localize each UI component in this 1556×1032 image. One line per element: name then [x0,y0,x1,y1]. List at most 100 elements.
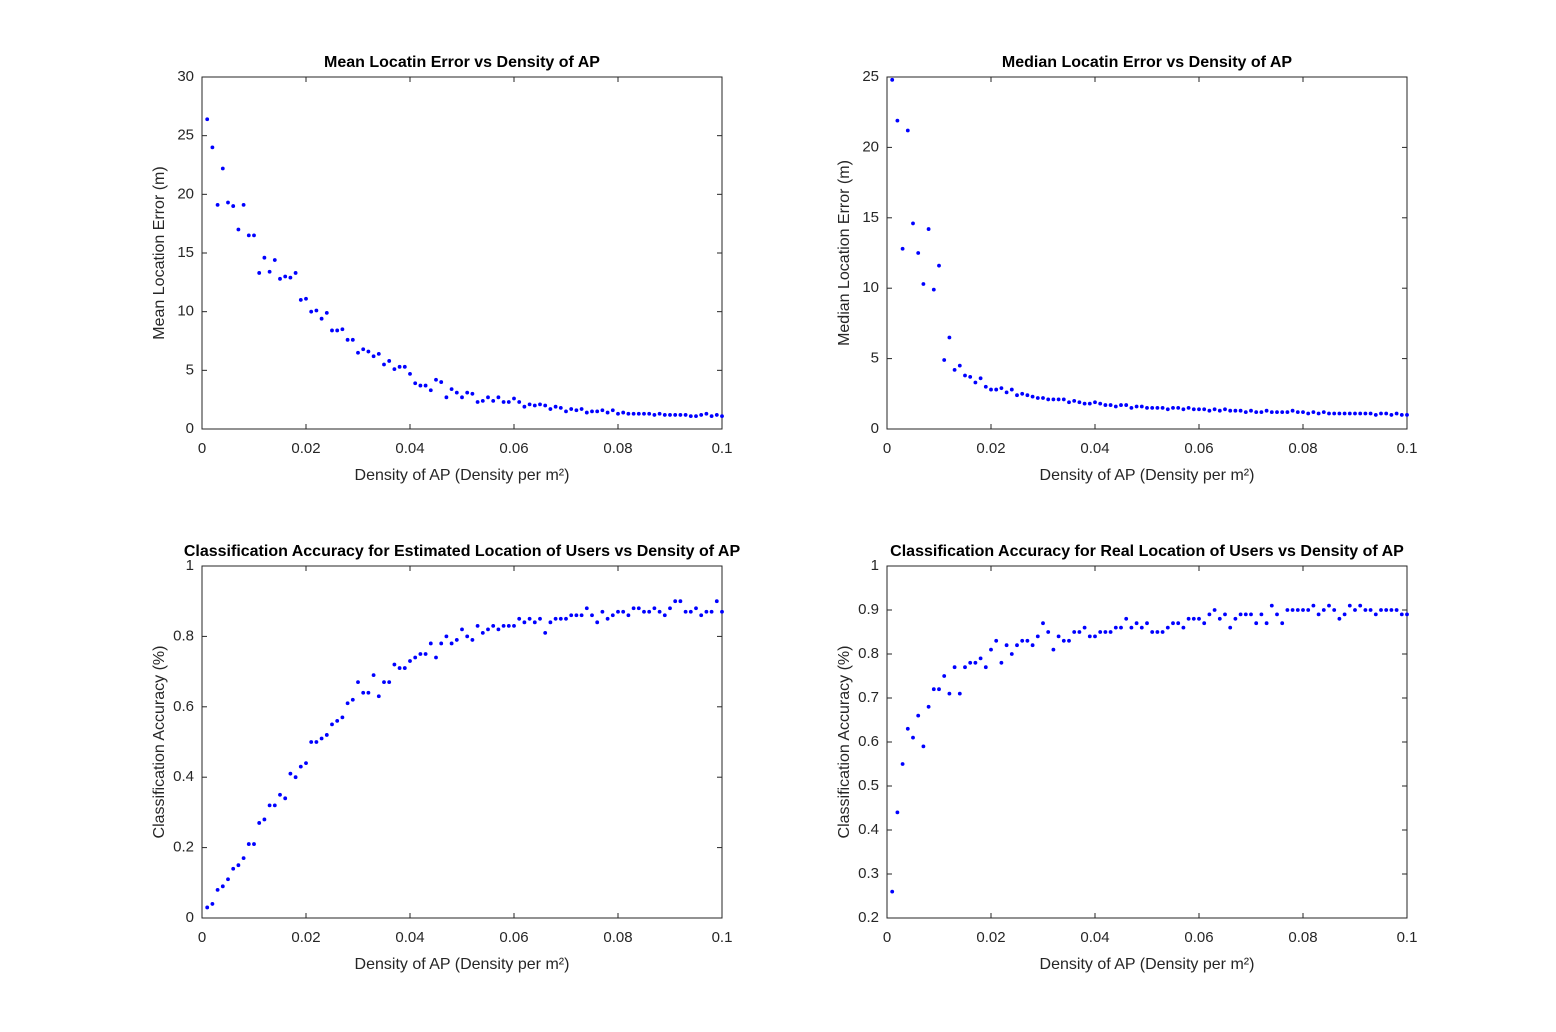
data-point [1056,634,1061,639]
data-point [506,623,511,628]
data-point [335,328,340,333]
data-point [1046,630,1051,634]
data-point [1389,413,1394,417]
data-point [324,310,329,315]
data-point [491,623,496,628]
y-tick-label: 1 [186,557,194,574]
data-point [1004,643,1009,648]
data-point [631,411,636,416]
data-point [1249,612,1253,617]
data-point [709,414,714,418]
data-point [1150,405,1155,410]
x-tick-label: 0.06 [1184,440,1213,457]
data-point [1285,608,1290,612]
data-point [1347,603,1352,608]
data-point [1394,608,1399,612]
data-point [1363,411,1368,416]
y-tick-label: 25 [862,68,879,85]
x-tick-label: 0.02 [976,440,1005,457]
data-point [387,680,392,685]
data-point [963,373,967,378]
data-point [900,762,905,766]
y-tick-label: 0 [871,420,879,437]
data-point [1259,410,1264,415]
data-point [1202,407,1207,412]
data-point [1009,387,1014,392]
data-point [413,381,418,386]
data-point [1160,405,1165,410]
x-tick-label: 0.04 [1080,929,1109,946]
data-point [1056,397,1061,402]
data-point [1113,404,1118,409]
data-point [444,395,449,400]
data-point [402,666,407,670]
data-point [688,414,693,418]
data-point [210,145,215,150]
data-point [968,660,973,665]
data-point [1061,397,1066,402]
data-point [952,367,957,372]
data-point [957,691,962,696]
data-point [668,606,672,611]
data-point [1004,390,1009,395]
data-point [616,609,620,614]
y-tick-label: 0.6 [858,733,879,750]
data-point [1041,396,1045,400]
data-point [1087,401,1092,406]
y-axis-label: Classification Accuracy (%) [836,646,853,839]
data-point [1290,608,1295,612]
y-tick-label: 0.2 [173,839,194,856]
data-point [694,414,698,418]
data-point [905,128,910,133]
data-point [226,877,230,882]
data-point [1321,410,1326,415]
y-tick-label: 25 [177,127,194,144]
data-point [1384,411,1389,416]
x-axis-label: Density of AP (Density per m²) [1040,467,1255,484]
data-point [1358,603,1363,608]
data-point [1337,411,1342,416]
data-point [1072,398,1077,403]
data-point [595,409,600,414]
y-tick-label: 20 [862,138,879,155]
data-point [673,413,678,417]
data-point [905,726,910,731]
data-point [642,609,646,614]
data-point [574,408,579,413]
data-point [994,387,999,392]
data-point [1301,410,1305,415]
data-point [1275,612,1279,617]
data-point [937,263,941,268]
data-point [1384,608,1389,612]
data-point [662,613,667,618]
y-tick-label: 0.2 [858,909,879,926]
data-point [1186,616,1191,621]
x-tick-label: 0.08 [1288,440,1317,457]
data-point [610,408,615,413]
data-point [298,764,303,769]
data-point [1082,625,1087,630]
data-point [293,775,298,780]
data-point [1103,630,1108,634]
data-point [1051,647,1056,652]
data-point [548,620,553,625]
data-point [241,202,246,207]
data-point [1368,411,1373,416]
data-point [621,609,626,614]
data-point [574,613,579,618]
chart-title: Median Locatin Error vs Density of AP [1002,54,1292,71]
data-point [460,395,464,400]
data-point [1327,411,1331,416]
x-tick-label: 0.08 [603,929,632,946]
data-point [1171,405,1175,410]
data-point [215,202,220,207]
data-point [616,411,620,416]
y-tick-label: 0.3 [858,865,879,882]
data-point [345,701,350,706]
data-point [1264,621,1269,626]
data-point [1176,405,1181,410]
data-point [1020,391,1025,396]
data-point [246,842,251,846]
data-point [1233,408,1238,413]
data-point [947,335,952,340]
